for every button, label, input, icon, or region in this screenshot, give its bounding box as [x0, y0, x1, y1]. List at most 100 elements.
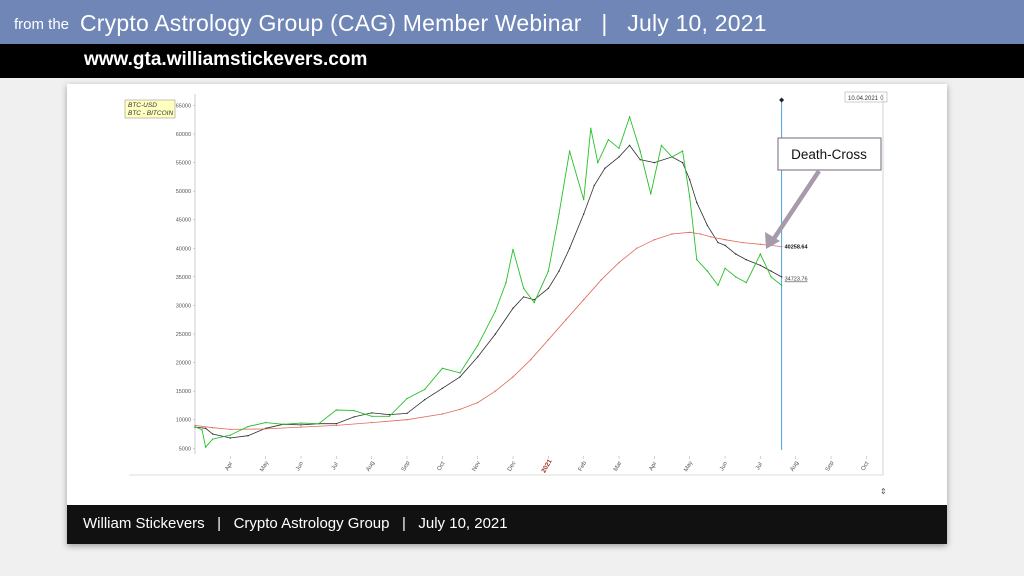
series-line-3	[194, 115, 782, 449]
y-tick-label: 35000	[176, 275, 191, 281]
data-point	[706, 224, 709, 227]
data-point	[696, 201, 698, 204]
death-cross-arrowhead	[765, 232, 780, 249]
data-point	[689, 231, 691, 233]
date-box-arrows-icon[interactable]: ◊	[880, 95, 884, 102]
data-point	[247, 435, 249, 437]
data-point	[318, 423, 320, 425]
chart-panel: BTC-USD BTC - BITCOIN 10.04.2021 ◊ 5000 1…	[67, 84, 947, 544]
data-point	[653, 239, 656, 241]
data-point	[618, 147, 620, 149]
data-point	[512, 248, 514, 251]
x-tick-label: 2021	[540, 458, 553, 474]
data-point	[194, 424, 196, 427]
death-cross-label: Death-Cross	[791, 147, 867, 162]
series-line-2	[194, 231, 782, 430]
data-point	[522, 296, 525, 298]
x-tick-label: Oct	[861, 461, 871, 472]
data-point	[590, 127, 592, 129]
data-point	[335, 409, 337, 411]
data-point	[565, 319, 567, 321]
data-point	[706, 270, 709, 272]
data-point	[371, 421, 373, 424]
x-tick-label: Jul	[755, 462, 764, 472]
data-point	[742, 241, 744, 244]
data-point	[406, 397, 408, 400]
y-tick-label: 65000	[176, 103, 191, 109]
data-point	[681, 150, 684, 152]
data-point	[681, 161, 684, 164]
data-point	[735, 276, 737, 278]
data-point	[735, 253, 737, 255]
data-point	[639, 159, 641, 161]
x-tick-label: Sep	[825, 460, 836, 473]
data-point	[300, 424, 302, 426]
x-tick-label: Nov	[472, 460, 483, 472]
date-box	[844, 91, 888, 103]
data-point	[770, 270, 772, 272]
data-point	[194, 425, 196, 428]
data-point	[494, 310, 497, 312]
data-point	[406, 419, 408, 421]
data-point	[636, 247, 638, 249]
data-point	[247, 425, 249, 428]
x-tick-label: Oct	[437, 461, 447, 472]
data-point	[388, 413, 391, 416]
data-point	[770, 276, 772, 278]
data-point	[597, 161, 599, 164]
data-point	[689, 196, 691, 198]
data-point	[201, 429, 203, 431]
data-point	[607, 139, 610, 141]
data-point	[371, 412, 373, 414]
x-tick-label: Jun	[719, 461, 729, 472]
data-point	[212, 438, 214, 440]
x-tick-label: May	[259, 460, 270, 473]
data-point	[568, 247, 571, 249]
url-bar: www.gta.williamstickevers.com	[0, 44, 1024, 78]
data-point	[583, 299, 585, 301]
data-point	[229, 437, 231, 439]
data-point	[628, 144, 631, 147]
data-point	[650, 193, 652, 195]
x-tick-label: Aug	[790, 460, 801, 472]
death-cross-arrow	[769, 169, 821, 245]
ma-upper-label: 40258.64	[785, 245, 809, 251]
data-point	[696, 259, 698, 261]
data-point	[699, 233, 701, 235]
y-tick-label: 50000	[176, 189, 191, 195]
legend-line-2: BTC - BITCOIN	[128, 110, 173, 117]
data-point	[724, 267, 726, 269]
data-point	[547, 270, 550, 272]
banner-title: Crypto Astrology Group (CAG) Member Webi…	[80, 10, 767, 36]
data-point	[530, 359, 532, 361]
cursor-handle-icon[interactable]	[779, 97, 785, 103]
data-point	[671, 156, 673, 158]
series-line-1	[194, 144, 782, 439]
data-point	[780, 276, 783, 278]
data-point	[717, 241, 719, 244]
ma-lower-label: 34723.76	[785, 277, 808, 283]
data-point	[459, 408, 461, 411]
data-point	[424, 388, 426, 391]
data-point	[533, 301, 535, 304]
data-point	[593, 184, 595, 187]
data-point	[558, 270, 560, 272]
data-point	[724, 239, 726, 241]
y-tick-label: 30000	[176, 303, 191, 309]
footer-bar: William Stickevers | Crypto Astrology Gr…	[67, 505, 947, 544]
data-point	[229, 434, 231, 436]
data-point	[759, 243, 762, 245]
data-point	[671, 233, 673, 235]
data-point	[512, 307, 514, 309]
x-tick-label: Dec	[507, 460, 518, 472]
scroll-arrows-icon[interactable]: ⇕	[880, 487, 887, 496]
data-point	[335, 424, 337, 427]
data-point	[745, 259, 747, 261]
website-url[interactable]: www.gta.williamstickevers.com	[84, 49, 368, 70]
data-point	[628, 116, 631, 118]
date-box-text: 10.04.2021	[848, 96, 879, 102]
data-point	[300, 426, 302, 428]
x-tick-label: Feb	[578, 460, 589, 473]
y-tick-label: 55000	[176, 161, 191, 167]
data-point	[547, 287, 550, 289]
